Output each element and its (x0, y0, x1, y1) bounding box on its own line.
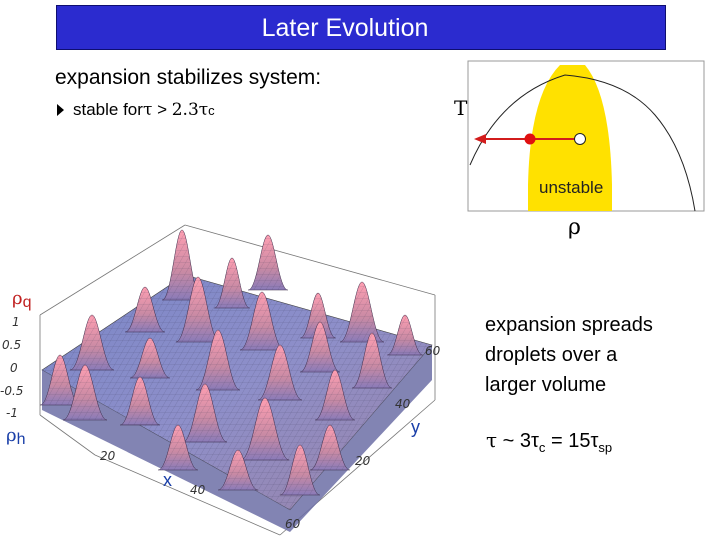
y-tick-40: 40 (395, 397, 411, 411)
rho-q-sub: q (22, 294, 32, 311)
unstable-label: unstable (539, 178, 603, 197)
z-tick-3: 0 (10, 361, 18, 375)
axis-label-T: T (454, 96, 468, 120)
initial-state-dot (574, 133, 586, 145)
formula-a: 3τ (519, 430, 539, 452)
bullet-tau: τ (142, 100, 153, 120)
x-tick-60: 60 (285, 517, 301, 531)
rho-q-symbol: ρ (12, 288, 23, 309)
x-tick-40: 40 (190, 483, 206, 497)
z-tick-5: -1 (6, 406, 18, 420)
spread-explanation: expansion spreads droplets over a larger… (485, 310, 653, 400)
density-peak-mesh (248, 235, 288, 290)
plot-box (39, 224, 436, 536)
coexistence-curve (469, 74, 696, 212)
bullet-value: 2.3τ (171, 100, 209, 120)
density-peak-mesh (258, 345, 302, 400)
slide-title: Later Evolution (261, 14, 429, 42)
density-peak-mesh (162, 230, 202, 300)
density-peak-mesh (340, 282, 384, 342)
arrow-head-icon (474, 134, 486, 144)
y-tick-20: 20 (355, 454, 371, 468)
density-peak-mesh (130, 338, 170, 378)
y-tick-60: 60 (425, 344, 441, 358)
density-peak-mesh (315, 370, 355, 420)
x-tick-20: 20 (100, 449, 116, 463)
axis-label-rho: ρ (568, 215, 581, 240)
rho-h-sub: h (16, 431, 26, 448)
z-tick-1: 1 (12, 315, 20, 329)
density-peak-mesh (240, 398, 290, 460)
x-axis-label: x (163, 470, 172, 490)
x-axis-ticks: 20 40 60 (100, 449, 301, 531)
spread-line-1: expansion spreads (485, 314, 653, 336)
z-axis-ticks: 1 0.5 0 -0.5 -1 (0, 315, 23, 420)
density-peak-mesh (40, 355, 80, 405)
bullet-gt: > (152, 100, 172, 119)
density-peak-mesh (300, 293, 336, 338)
rho-h-label: ρh (6, 425, 26, 448)
bullet-triangle-icon (57, 104, 64, 116)
rho-q-label: ρq (12, 288, 32, 311)
density-peak-mesh (183, 384, 227, 442)
spread-line-2: droplets over a (485, 344, 618, 366)
final-state-dot (524, 133, 536, 145)
density-peak-mesh (310, 425, 350, 470)
bullet-prefix: stable for (73, 100, 143, 119)
density-peak-mesh (280, 445, 320, 495)
density-peak-mesh (70, 315, 114, 370)
z-tick-4: -0.5 (0, 384, 23, 398)
z-tick-2: 0.5 (2, 338, 21, 352)
density-peak-mesh (125, 287, 165, 332)
density-peak-mesh (387, 315, 423, 355)
formula-b-sub: sp (598, 440, 613, 455)
formula-a-sub: c (538, 440, 546, 455)
bullet-stable: stable for τ > 2.3τ c (57, 100, 215, 120)
density-peak-mesh (300, 322, 340, 372)
density-peaks (40, 229, 423, 496)
phase-diagram: T unstable ρ (454, 60, 705, 240)
density-peak-mesh (176, 277, 220, 342)
title-bar: Later Evolution (56, 5, 666, 50)
density-surface-plot: 1 0.5 0 -0.5 -1 20 40 60 20 40 60 (0, 224, 441, 536)
density-peak-mesh (218, 450, 258, 490)
formula-eq: = (545, 430, 569, 452)
density-peak-mesh (158, 425, 198, 470)
density-peak-mesh (214, 258, 250, 308)
density-peak-mesh (120, 377, 160, 425)
rho-h-symbol: ρ (6, 425, 17, 446)
formula-tau: τ (486, 428, 498, 452)
density-peak-mesh (352, 333, 392, 388)
y-axis-ticks: 20 40 60 (355, 344, 441, 468)
time-formula: τ ~ 3τc = 15τsp (486, 428, 612, 455)
density-peak-mesh (240, 292, 284, 350)
formula-sim: ~ (497, 430, 520, 452)
formula-b: 15τ (568, 430, 599, 452)
y-axis-label: y (411, 417, 420, 437)
stabilizes-text: expansion stabilizes system: (55, 66, 322, 89)
density-peak-mesh (196, 330, 240, 390)
density-peak-mesh (63, 365, 107, 420)
bullet-sub: c (208, 102, 215, 118)
spread-line-3: larger volume (485, 374, 607, 396)
